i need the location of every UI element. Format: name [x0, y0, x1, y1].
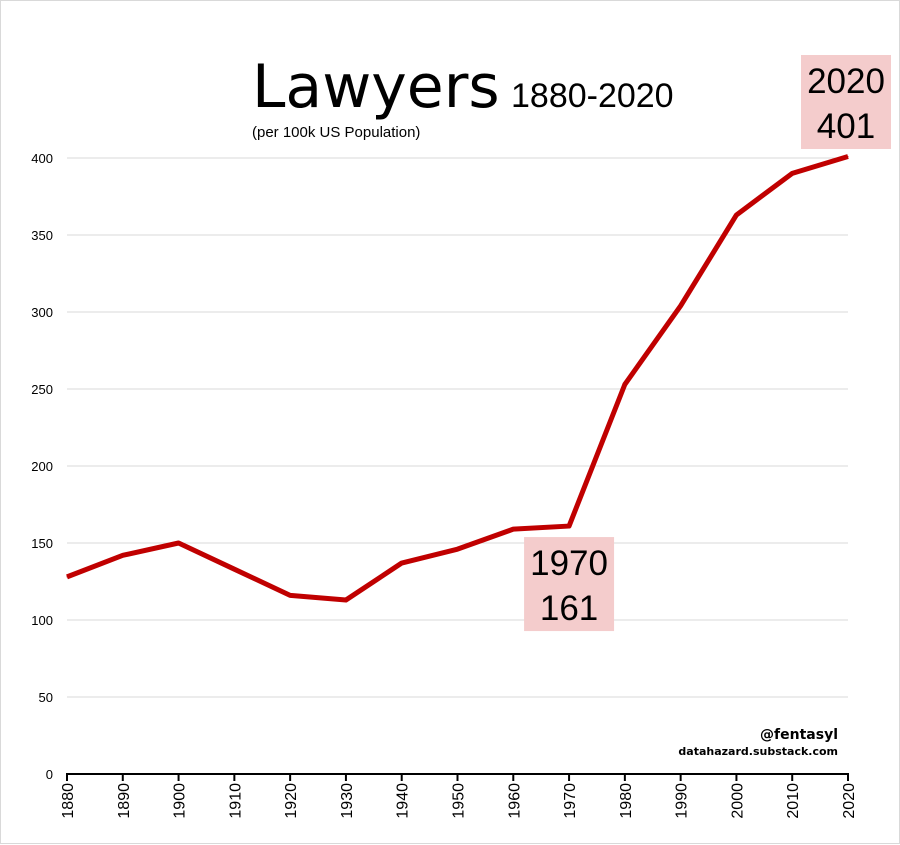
y-tick-label: 150 — [31, 536, 53, 551]
credit-site: datahazard.substack.com — [678, 745, 838, 758]
chart-title: Lawyers — [252, 52, 500, 122]
gridlines — [67, 157, 848, 698]
data-point — [401, 562, 403, 564]
x-tick-label: 1880 — [60, 783, 77, 819]
annotation-value: 401 — [817, 107, 875, 146]
annotation-box — [801, 55, 891, 149]
x-tick-label: 1900 — [172, 783, 189, 819]
data-point — [66, 576, 68, 578]
series-layer — [66, 154, 849, 603]
series-line — [66, 154, 849, 603]
y-axis-ticks: 0 50 100 150 200 250 300 350 400 — [31, 151, 53, 782]
credit-handle: @fentasyl — [760, 727, 838, 743]
data-point — [735, 214, 737, 216]
x-tick-label: 1980 — [618, 783, 635, 819]
chart-subtitle: (per 100k US Population) — [252, 124, 420, 141]
x-axis: 1880 1890 1900 1910 1920 1930 1940 1950 1960 1970… — [60, 773, 858, 819]
data-point — [233, 568, 235, 570]
x-tick-label: 1910 — [227, 783, 244, 819]
data-point — [568, 525, 570, 527]
y-tick-label: 300 — [31, 305, 53, 320]
x-tick-label: 2000 — [729, 783, 746, 819]
data-point — [345, 599, 347, 601]
y-tick-label: 100 — [31, 613, 53, 628]
x-tick-label: 1960 — [506, 783, 523, 819]
y-tick-label: 400 — [31, 151, 53, 166]
data-point — [178, 542, 180, 544]
annotation-year: 2020 — [807, 62, 885, 101]
x-tick-label: 1970 — [562, 783, 579, 819]
data-point — [791, 172, 793, 174]
y-tick-label: 250 — [31, 382, 53, 397]
x-tick-label: 1930 — [339, 783, 356, 819]
x-tick-label: 1990 — [674, 783, 691, 819]
x-tick-label: 1940 — [395, 783, 412, 819]
data-point — [122, 554, 124, 556]
annotation-box — [524, 537, 615, 632]
x-tick-label: 2010 — [785, 783, 802, 819]
data-point — [512, 528, 514, 530]
annotation-labels: 1970 161 2020 401 — [530, 62, 885, 628]
data-point — [847, 155, 849, 157]
x-tick-label: 1950 — [451, 783, 468, 819]
y-tick-label: 200 — [31, 459, 53, 474]
data-point — [680, 305, 682, 307]
annotation-value: 161 — [540, 589, 598, 628]
annotation-year: 1970 — [530, 544, 608, 583]
x-tick-label: 2020 — [841, 783, 858, 819]
x-tick-label: 1920 — [283, 783, 300, 819]
y-tick-label: 350 — [31, 228, 53, 243]
x-tick-label: 1890 — [116, 783, 133, 819]
data-point — [457, 548, 458, 550]
y-tick-label: 0 — [46, 767, 53, 782]
data-point — [289, 594, 291, 596]
annotation-boxes — [524, 55, 891, 632]
y-tick-label: 50 — [39, 690, 53, 705]
data-point — [624, 383, 626, 385]
chart-title-range: 1880-2020 — [511, 77, 674, 115]
